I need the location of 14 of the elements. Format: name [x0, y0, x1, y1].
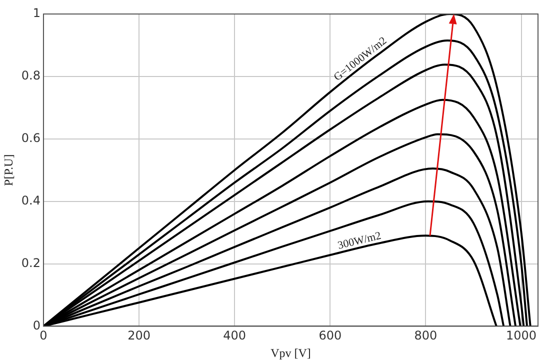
- y-tick-label: 0.8: [21, 68, 40, 83]
- y-tick-label: 0: [32, 318, 40, 332]
- y-tick-label: 0.2: [21, 256, 40, 270]
- x-axis-title: Vpv [V]: [270, 346, 311, 360]
- x-tick-label: 200: [128, 328, 150, 343]
- annotation: 300W/m2: [336, 230, 382, 252]
- y-tick-label: 1: [32, 6, 40, 20]
- x-tick-label: 400: [223, 328, 246, 343]
- y-tick-label: 0.6: [21, 131, 40, 146]
- y-tick-label: 0.4: [21, 193, 40, 208]
- y-axis-title: P[P.U]: [1, 154, 16, 186]
- x-tick-label: 1000: [506, 328, 537, 343]
- x-tick-label: 800: [414, 328, 438, 343]
- x-tick-label: 600: [318, 328, 342, 343]
